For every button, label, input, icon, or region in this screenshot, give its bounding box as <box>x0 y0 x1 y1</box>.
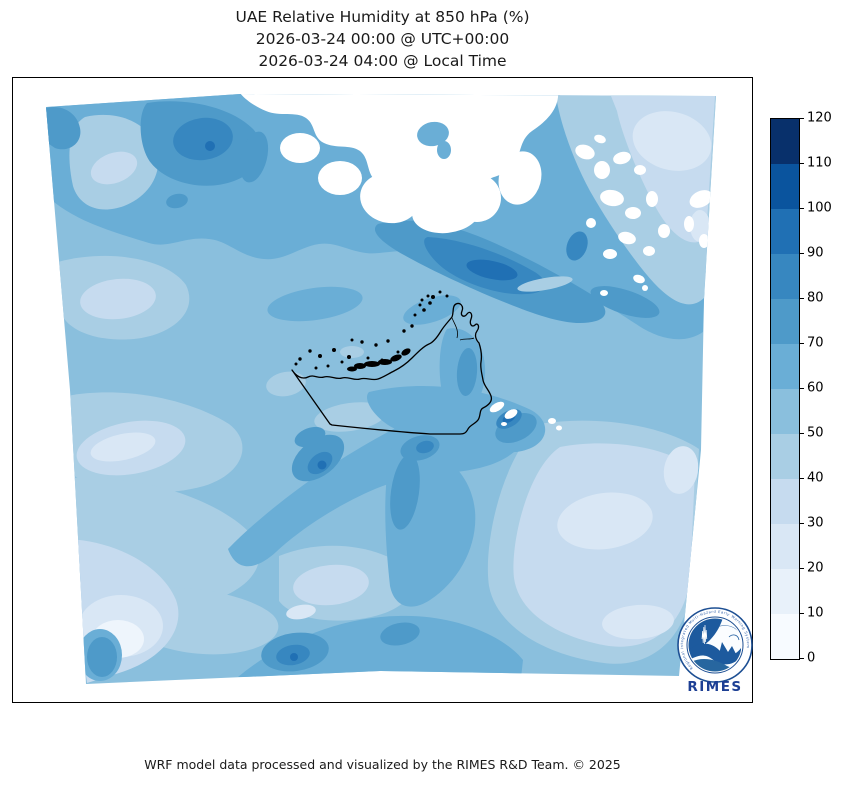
colorbar-tick-label: 120 <box>807 112 832 125</box>
colorbar-segment <box>771 209 799 254</box>
colorbar-tick <box>800 658 804 659</box>
humidity-contour-map: Regional Integrated Multi-Hazard Early W… <box>12 77 753 703</box>
contour-field <box>40 85 730 693</box>
colorbar-tick-label: 0 <box>807 652 815 665</box>
colorbar-segment <box>771 344 799 389</box>
title-line-1: UAE Relative Humidity at 850 hPa (%) <box>12 6 753 28</box>
colorbar-segment <box>771 299 799 344</box>
figure: UAE Relative Humidity at 850 hPa (%) 202… <box>0 0 844 788</box>
colorbar-segment <box>771 479 799 524</box>
colorbar-tick <box>800 298 804 299</box>
figure-title: UAE Relative Humidity at 850 hPa (%) 202… <box>12 6 753 72</box>
title-line-3: 2026-03-24 04:00 @ Local Time <box>12 50 753 72</box>
colorbar-tick <box>800 118 804 119</box>
colorbar-tick-label: 100 <box>807 202 832 215</box>
colorbar-tick-label: 90 <box>807 247 824 260</box>
colorbar-tick <box>800 208 804 209</box>
colorbar-tick <box>800 388 804 389</box>
colorbar-tick <box>800 568 804 569</box>
rimes-logo: Regional Integrated Multi-Hazard Early W… <box>678 608 752 695</box>
colorbar-tick-label: 60 <box>807 382 824 395</box>
colorbar-tick <box>800 433 804 434</box>
colorbar <box>770 118 800 660</box>
colorbar-tick-label: 50 <box>807 427 824 440</box>
colorbar-tick <box>800 343 804 344</box>
colorbar-tick <box>800 478 804 479</box>
colorbar-tick-label: 10 <box>807 607 824 620</box>
colorbar-tick <box>800 253 804 254</box>
colorbar-segment <box>771 389 799 434</box>
colorbar-tick-label: 20 <box>807 562 824 575</box>
colorbar-segment <box>771 434 799 479</box>
colorbar-tick <box>800 613 804 614</box>
colorbar-tick-label: 70 <box>807 337 824 350</box>
colorbar-segment <box>771 164 799 209</box>
colorbar-tick <box>800 163 804 164</box>
colorbar-segment <box>771 614 799 659</box>
colorbar-segment <box>771 119 799 164</box>
colorbar-segment <box>771 254 799 299</box>
colorbar-tick-label: 30 <box>807 517 824 530</box>
colorbar-tick-label: 110 <box>807 157 832 170</box>
colorbar-tick-label: 40 <box>807 472 824 485</box>
colorbar-segment <box>771 569 799 614</box>
rimes-wordmark: RIMES <box>687 679 742 695</box>
colorbar-tick <box>800 523 804 524</box>
colorbar-segment <box>771 524 799 569</box>
colorbar-tick-label: 80 <box>807 292 824 305</box>
footer-credit: WRF model data processed and visualized … <box>12 757 753 772</box>
title-line-2: 2026-03-24 00:00 @ UTC+00:00 <box>12 28 753 50</box>
